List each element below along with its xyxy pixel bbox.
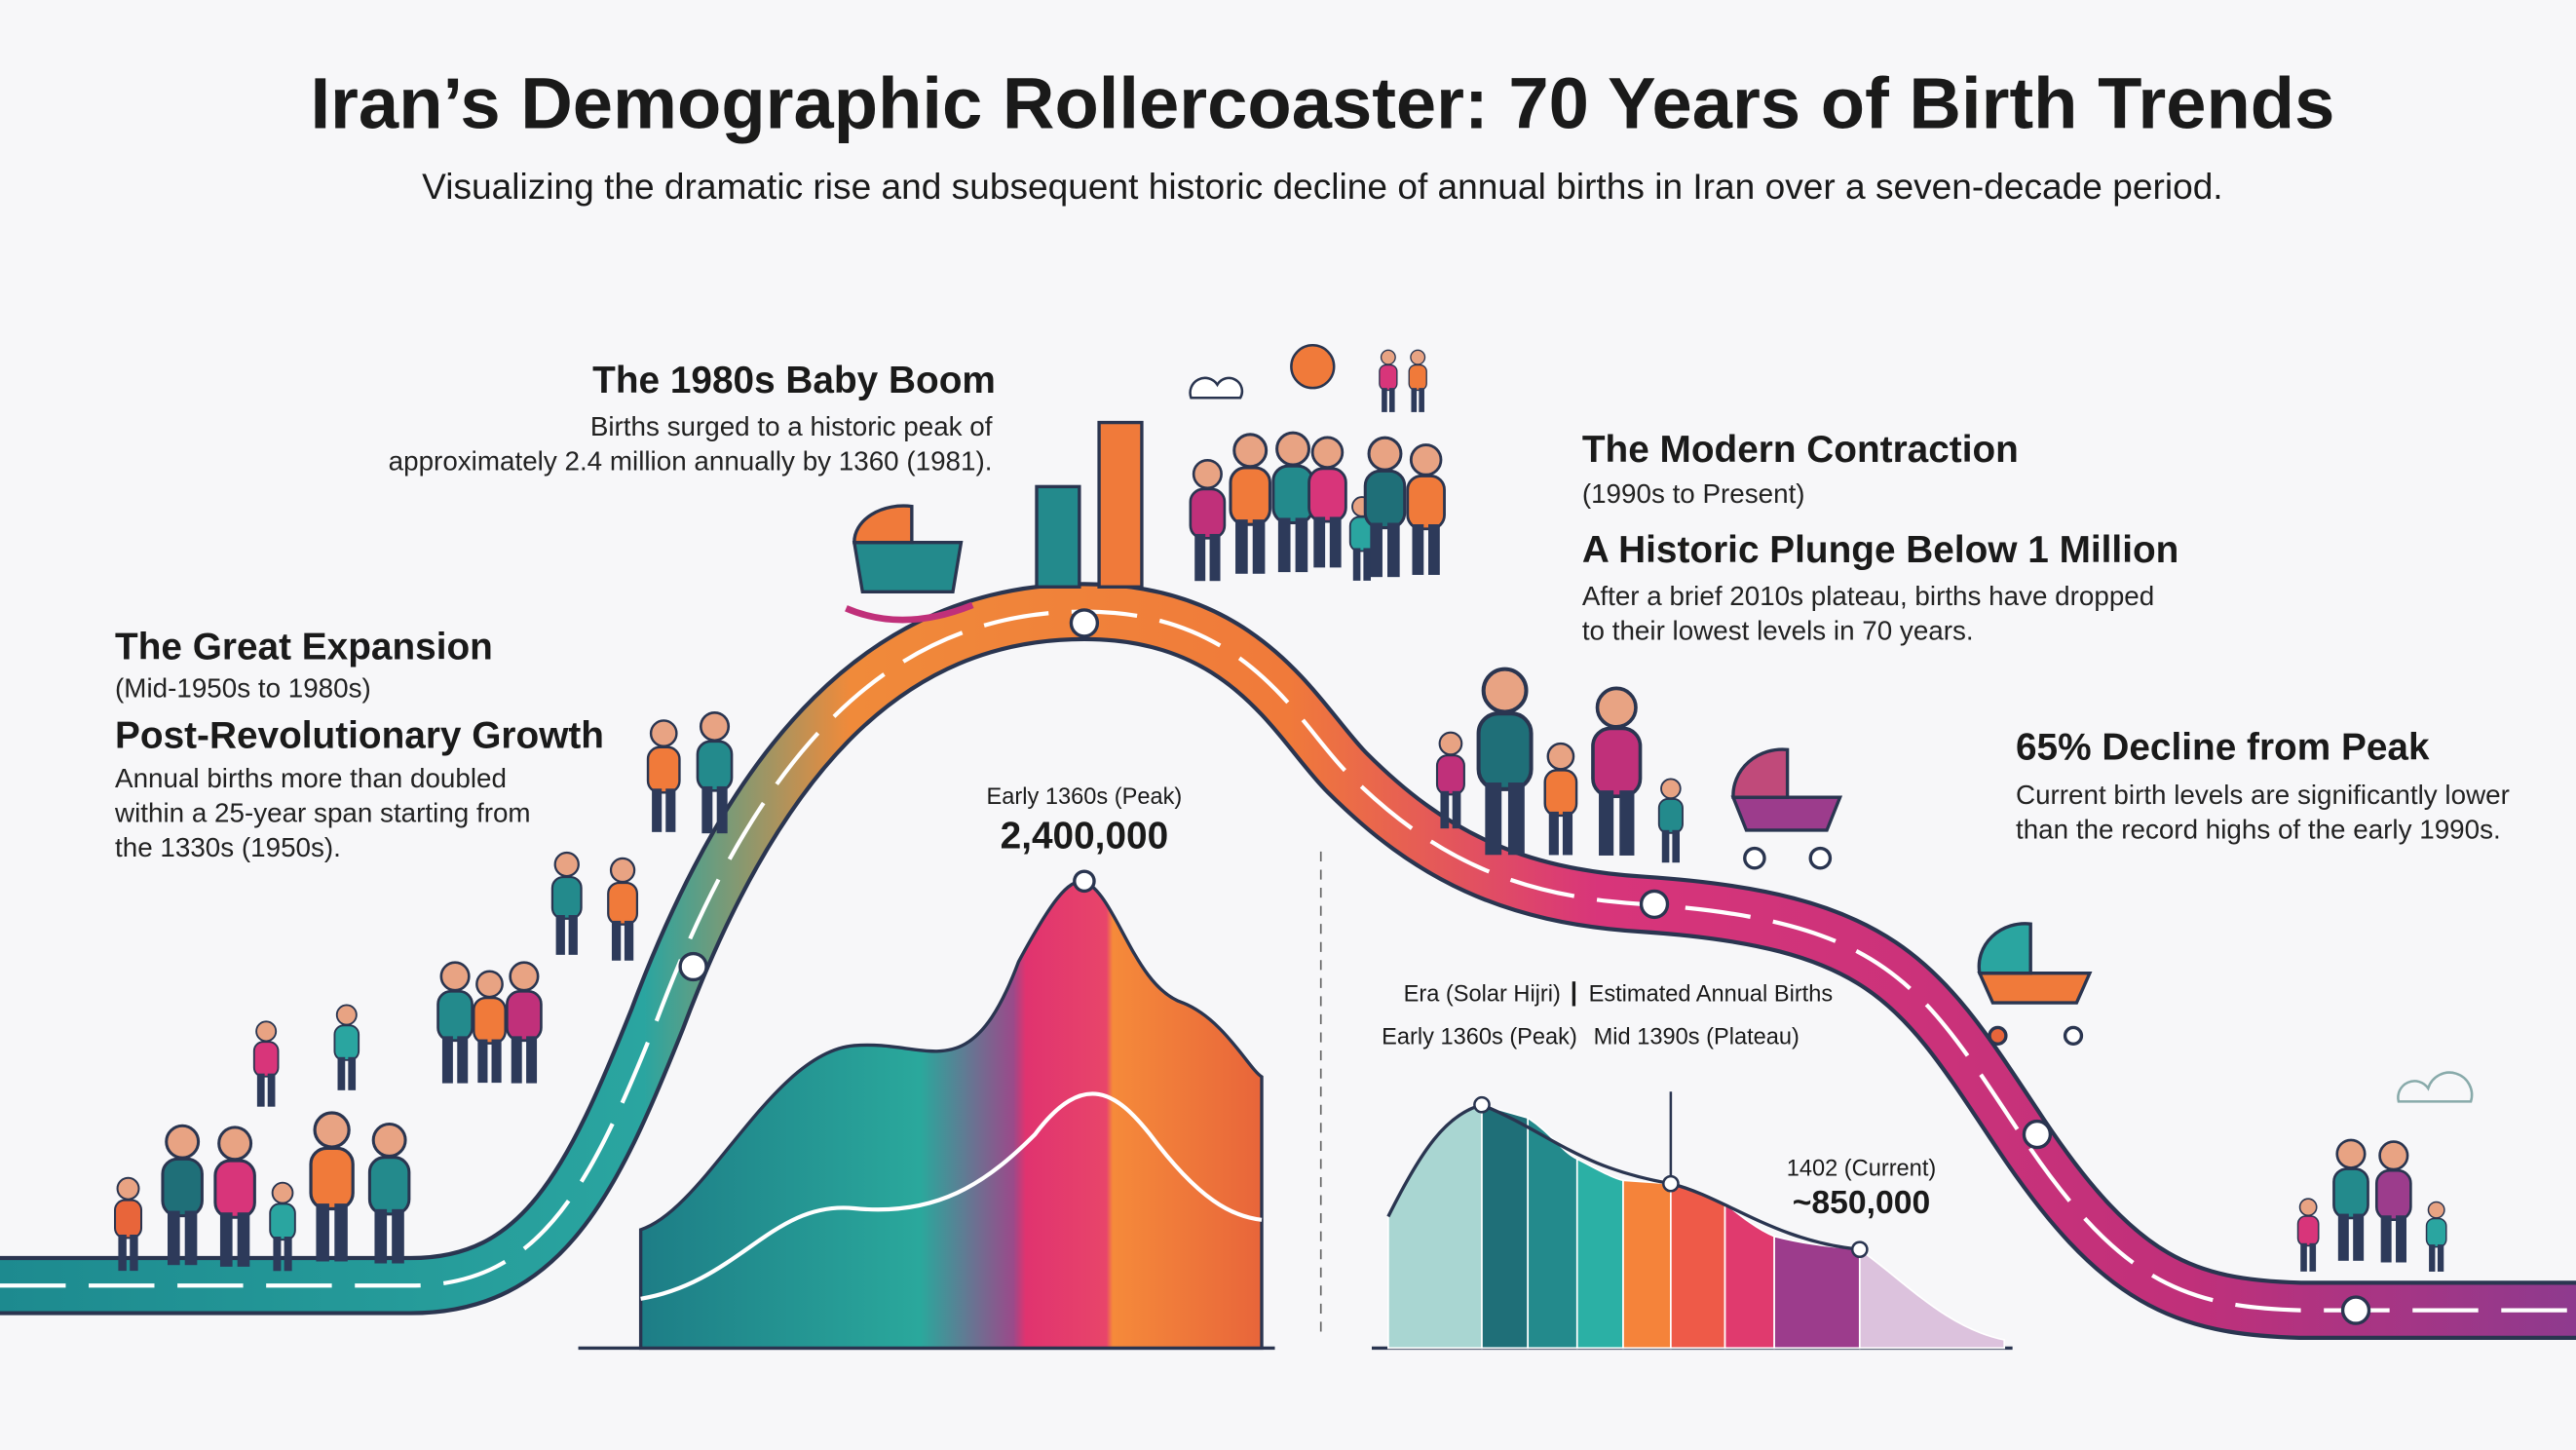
track-stations — [678, 608, 2371, 1325]
section-line: to their lowest levels in 70 years. — [1582, 615, 1974, 645]
legend-item: Mid 1390s (Plateau) — [1594, 1024, 1799, 1049]
section-line: Annual births more than doubled — [115, 763, 507, 793]
section-line: After a brief 2010s plateau, births have… — [1582, 581, 2154, 611]
legend-left: Era (Solar Hijri) — [1404, 981, 1561, 1007]
person-icon — [213, 1126, 256, 1269]
legend-item: Early 1360s (Peak) — [1382, 1024, 1577, 1049]
person-icon — [550, 851, 584, 957]
person-icon — [1363, 436, 1407, 579]
person-icon — [161, 1124, 205, 1267]
person-icon — [1379, 349, 1398, 413]
person-icon — [1189, 458, 1227, 583]
area-shape — [638, 879, 1264, 1351]
peak-marker — [1073, 869, 1096, 894]
station — [678, 951, 708, 982]
point-marker — [1473, 1095, 1491, 1114]
station — [1069, 608, 1100, 638]
area-segment — [1670, 1182, 1726, 1350]
section-line: approximately 2.4 million annually by 13… — [389, 445, 993, 476]
person-icon — [1591, 686, 1643, 858]
section-line: the 1330s (1950s). — [115, 832, 341, 862]
title: Iran’s Demographic Rollercoaster: 70 Yea… — [310, 63, 2334, 144]
right-area — [1387, 1103, 2006, 1350]
station — [2340, 1295, 2371, 1325]
area-segment — [1622, 1179, 1672, 1350]
section-heading: The Great Expansion — [115, 627, 493, 668]
area-line — [640, 1091, 1263, 1301]
person-icon — [1229, 433, 1272, 576]
section-heading: The Modern Contraction — [1582, 429, 2019, 471]
person-icon — [1657, 778, 1684, 864]
person-icon — [1543, 742, 1578, 857]
sun-icon — [1290, 344, 1336, 390]
area-segment — [1575, 1158, 1624, 1350]
person-icon — [252, 1020, 280, 1108]
person-icon — [333, 1004, 360, 1091]
person-icon — [1408, 349, 1427, 413]
person-icon — [505, 961, 544, 1086]
current-value: ~850,000 — [1793, 1184, 1931, 1221]
section-period: (1990s to Present) — [1582, 478, 1805, 509]
person-icon — [606, 857, 639, 963]
section-period: (Mid-1950s to 1980s) — [115, 672, 371, 703]
peak-label: Early 1360s (Peak) — [987, 784, 1183, 810]
person-icon — [472, 970, 508, 1085]
person-icon — [1435, 731, 1465, 830]
subtitle: Visualizing the dramatic rise and subseq… — [422, 166, 2222, 207]
section-heading: 65% Decline from Peak — [2016, 726, 2430, 768]
person-icon — [2331, 1138, 2370, 1263]
section-line: Births surged to a historic peak of — [590, 411, 993, 441]
person-icon — [1271, 431, 1314, 574]
legend-right: Estimated Annual Births — [1589, 981, 1834, 1007]
section-heading: The 1980s Baby Boom — [592, 360, 996, 401]
stroller-icon — [1977, 922, 2093, 1046]
bar-icon — [1035, 484, 1081, 589]
area-segment — [1481, 1103, 1530, 1350]
stroller-icon — [1730, 747, 1843, 870]
section-line: than the record highs of the early 1990s… — [2016, 814, 2501, 844]
person-icon — [436, 961, 474, 1086]
section-subheading: A Historic Plunge Below 1 Million — [1582, 529, 2179, 571]
area-segment — [1527, 1116, 1578, 1350]
person-icon — [2374, 1140, 2412, 1264]
person-icon — [1406, 442, 1447, 577]
current-label: 1402 (Current) — [1787, 1156, 1936, 1181]
cradle-icon — [845, 504, 974, 624]
peak-value: 2,400,000 — [1001, 816, 1168, 858]
station — [1639, 889, 1670, 920]
section-subheading: Post-Revolutionary Growth — [115, 715, 604, 757]
person-icon — [646, 719, 681, 834]
area-segment — [1858, 1247, 2006, 1350]
section-line: within a 25-year span starting from — [114, 798, 531, 828]
point-marker — [1850, 1240, 1869, 1259]
person-icon — [2425, 1201, 2447, 1273]
bar-icon — [1097, 420, 1144, 589]
person-icon — [696, 710, 734, 835]
person-icon — [309, 1111, 355, 1264]
area-segment — [1773, 1235, 1861, 1350]
person-icon — [1479, 669, 1532, 856]
cloud-icon — [2397, 1071, 2474, 1103]
person-icon — [367, 1122, 411, 1266]
station — [2022, 1119, 2053, 1150]
person-icon — [2296, 1198, 2320, 1273]
point-marker — [1662, 1174, 1680, 1193]
section-line: Current birth levels are significantly l… — [2016, 780, 2510, 810]
cloud-icon — [1189, 376, 1244, 400]
area-line — [1386, 1102, 1860, 1251]
person-icon — [1307, 436, 1348, 570]
area-segment — [1387, 1103, 1483, 1350]
track-center-line — [0, 609, 2576, 1313]
